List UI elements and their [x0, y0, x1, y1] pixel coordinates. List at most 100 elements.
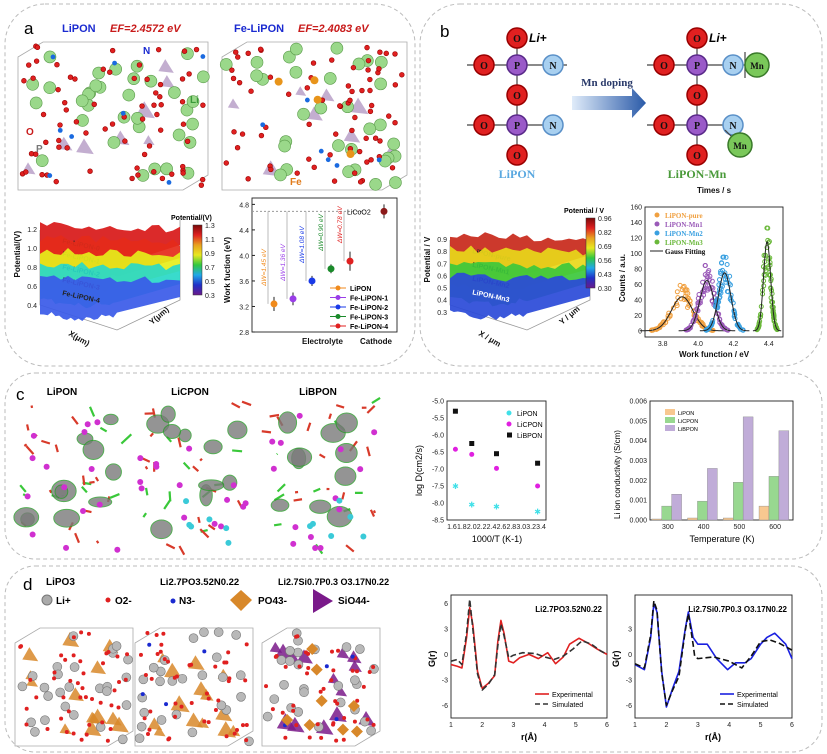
panel-a-frame	[4, 3, 416, 367]
o-atom	[297, 664, 302, 669]
delta-label: ΔW=0.78 eV	[337, 206, 344, 244]
legend-label: LiBPON	[678, 427, 698, 433]
li-atom	[230, 482, 237, 489]
o-atom	[72, 76, 78, 82]
o-atom	[73, 119, 80, 125]
o-atom	[135, 172, 141, 178]
o-atom	[145, 731, 150, 736]
c-atom	[309, 520, 316, 527]
o-atom	[59, 716, 64, 721]
panel-b-potential-surface: LiPON-pureLiPON-Mn1LiPON-Mn2LiPON-Mn30.9…	[423, 208, 612, 349]
o-atom	[66, 709, 71, 714]
o-atom	[138, 652, 143, 657]
y-tick-label: -6	[442, 703, 448, 710]
li-atom	[81, 428, 88, 435]
po4-tetrahedron	[303, 718, 316, 731]
o-atom	[63, 657, 68, 662]
y-tick-label: -6.5	[432, 450, 444, 457]
isosurface	[53, 508, 80, 528]
o-atom	[236, 79, 243, 86]
o-atom	[136, 62, 143, 68]
o-atom	[107, 69, 113, 75]
li-atom	[35, 154, 49, 167]
o-atom	[204, 691, 209, 696]
atom-label-n: N	[143, 46, 150, 57]
count-point	[723, 254, 729, 260]
po4-tetrahedron	[347, 700, 360, 713]
count-point	[716, 311, 722, 317]
o-atom	[361, 684, 366, 689]
count-point	[702, 272, 708, 278]
o-atom	[364, 159, 370, 165]
y-tick-label: -3	[626, 677, 632, 684]
bond	[371, 397, 381, 405]
x-tick-label: 400	[698, 524, 710, 531]
c-structure-label-1: LiPON	[47, 387, 78, 398]
o-atom-icon	[686, 27, 708, 49]
n-atom	[140, 692, 145, 697]
mn-atom-icon	[727, 132, 753, 158]
o-atom	[102, 126, 108, 132]
x-axis-label: X / μm	[477, 329, 502, 349]
o-atom	[206, 720, 211, 725]
count-point	[769, 304, 775, 310]
y-axis-label: Counts / a.u.	[618, 254, 627, 302]
li-atom	[64, 682, 75, 692]
o-atom	[142, 716, 147, 721]
x-tick-label: 2.0	[467, 524, 477, 531]
colorbar-tick: 0.82	[598, 230, 612, 237]
legend-marker	[335, 295, 341, 300]
n-atom-label: N	[729, 121, 737, 132]
tetrahedron	[84, 720, 102, 737]
x-tick-label: 3.8	[658, 341, 668, 348]
atom-legend: Li+ O2- N3- PO43- SiO44-	[41, 589, 370, 613]
n-atom	[202, 649, 207, 654]
li-atom	[374, 55, 388, 69]
count-point	[730, 300, 736, 306]
bond	[366, 446, 371, 457]
o-atom	[352, 114, 358, 121]
data-point	[469, 451, 475, 457]
o-atom	[223, 160, 229, 166]
n-atom	[57, 127, 63, 133]
tetrahedron	[76, 138, 94, 155]
data-point: ✱	[452, 482, 459, 491]
o-atom	[116, 705, 121, 710]
count-point	[665, 313, 671, 319]
tetrahedron	[335, 686, 348, 697]
li-atom	[270, 465, 277, 472]
o-atom	[134, 165, 140, 171]
bond	[207, 524, 216, 531]
li-atom	[235, 670, 246, 681]
o-atom	[129, 175, 135, 182]
li-atom	[69, 710, 79, 720]
o-atom	[365, 67, 371, 73]
cell-box	[14, 627, 134, 747]
li-atom	[43, 81, 57, 94]
count-point	[720, 254, 726, 260]
panel-b-frame	[419, 3, 823, 367]
li-atom	[43, 691, 53, 701]
count-point	[761, 252, 767, 258]
x-tick-label: 6	[605, 722, 609, 729]
o-atom	[306, 666, 311, 671]
li-atom	[323, 72, 337, 85]
li-atom	[317, 544, 324, 551]
bar	[707, 468, 718, 521]
y-tick-label: 3.2	[239, 304, 249, 311]
li-atom	[330, 41, 344, 55]
x-tick-label: 1.8	[457, 524, 467, 531]
li-atom	[114, 546, 121, 553]
tetrahedron	[306, 106, 323, 121]
x-tick-label: 5	[759, 722, 763, 729]
x-axis-label: r(Å)	[521, 732, 537, 742]
legend-marker	[335, 323, 341, 329]
bar	[768, 476, 780, 521]
legend-n: N3-	[179, 596, 195, 607]
legend-marker	[335, 304, 341, 310]
data-point	[535, 483, 541, 489]
li-atom	[75, 94, 89, 108]
o-atom-label: O	[660, 121, 668, 132]
o-atom	[310, 60, 317, 66]
isosurface	[286, 447, 313, 467]
